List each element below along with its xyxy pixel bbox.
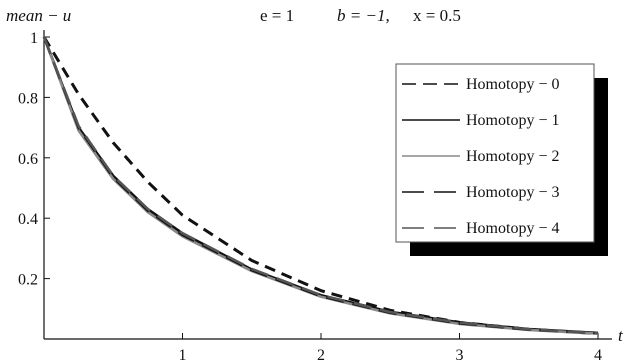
y-tick-label: 0.8 [18, 90, 38, 107]
legend: Homotopy − 0 Homotopy − 1 Homotopy − 2 Homo… [395, 63, 608, 256]
x-axis-label: t [618, 326, 624, 345]
legend-label: Homotopy − 0 [466, 76, 559, 93]
param-x-label: x = 0.5 [413, 6, 461, 25]
y-tick-label: 0.6 [18, 151, 38, 168]
param-b-label: b = −1, [337, 6, 390, 25]
x-tick-label: 2 [317, 347, 325, 363]
y-tick-label: 0.2 [18, 272, 38, 289]
param-e-label: e = 1 [260, 6, 294, 25]
legend-label: Homotopy − 1 [466, 112, 559, 129]
legend-label: Homotopy − 3 [466, 184, 559, 201]
x-tick-label: 1 [179, 347, 187, 363]
legend-label: Homotopy − 4 [466, 220, 559, 237]
y-axis-label: mean − u [6, 6, 71, 25]
series-line-homotopy-4 [42, 36, 599, 335]
x-tick-label: 3 [456, 347, 464, 363]
x-tick-label: 4 [594, 347, 602, 363]
y-tick-label: 0.4 [18, 211, 38, 228]
legend-label: Homotopy − 2 [466, 148, 559, 165]
legend-box [395, 63, 595, 243]
y-tick-label: 1 [30, 30, 38, 47]
